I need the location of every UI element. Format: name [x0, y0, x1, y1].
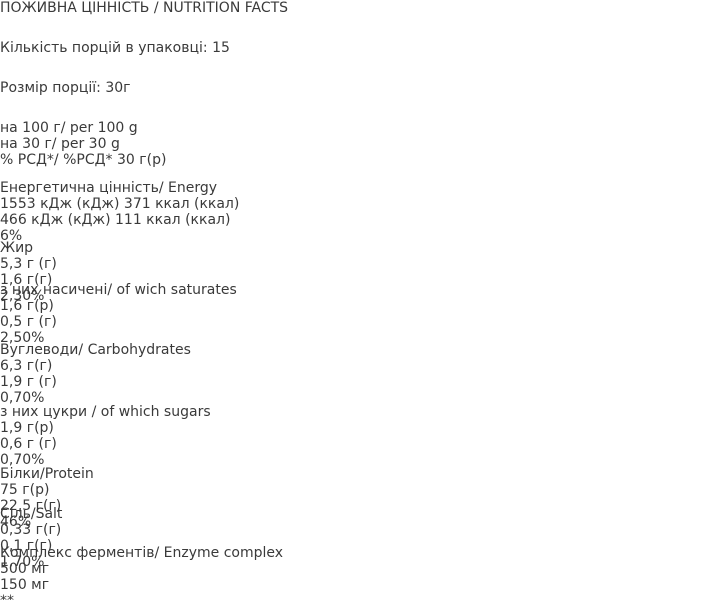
value-cell: 1,6 г(г): [0, 272, 53, 288]
value-cell: 1553 кДж (кДж) 371 ккал (ккал): [0, 196, 240, 212]
table-row: ПОЖИВНА ЦІННІСТЬ / NUTRITION FACTS: [0, 0, 716, 40]
value-cell: 75 г(р): [0, 482, 50, 498]
value-cell: 1,9 г(р): [0, 420, 54, 436]
table-row: з них цукри / of which sugars 1,9 г(р) 0,6…: [0, 404, 716, 468]
table-title: ПОЖИВНА ЦІННІСТЬ / NUTRITION FACTS: [0, 0, 289, 16]
value-cell: 0,33 г(г): [0, 522, 62, 538]
value-cell: 0,70%: [0, 452, 45, 468]
table-row: Комплекс ферментів/ Enzyme complex 500 мг…: [0, 545, 716, 600]
header-cell: на 100 г/ per 100 g: [0, 120, 138, 136]
value-cell: 0,5 г (г): [0, 314, 57, 330]
table-row: Жир 5,3 г (г) 1,6 г(г) 2,30%: [0, 240, 716, 304]
table-row: Розмір порції: 30г: [0, 80, 716, 120]
nutrient-name: з них цукри / of which sugars: [0, 404, 211, 420]
header-cell: % РСД*/ %РСД* 30 г(р): [0, 152, 167, 168]
value-cell: 22,5 г(г): [0, 498, 62, 514]
table-row: Білки/Protein 75 г(р) 22,5 г(г) 46%: [0, 466, 716, 530]
table-row: Вуглеводи/ Carbohydrates 6,3 г(г) 1,9 г (г…: [0, 342, 716, 406]
nutrient-name: Енергетична цінність/ Energy: [0, 180, 218, 196]
value-cell: 6,3 г(г): [0, 358, 53, 374]
table-row: Кількість порцій в упаковці: 15: [0, 40, 716, 80]
table-row: Сіль/Salt 0,33 г(г) 0,1 г(г) 1,70%: [0, 506, 716, 570]
table-row: на 100 г/ per 100 g на 30 г/ per 30 g% РС…: [0, 120, 716, 180]
value-cell: 0,6 г (г): [0, 436, 57, 452]
value-cell: 5,3 г (г): [0, 256, 57, 272]
serving-size-info: Розмір порції: 30г: [0, 80, 131, 96]
value-cell: 1,6 г(р): [0, 298, 54, 314]
value-cell: 1,70%: [0, 554, 45, 570]
value-cell: 6%: [0, 228, 23, 244]
value-cell: **: [0, 593, 716, 600]
value-cell: 500 мг: [0, 561, 50, 577]
nutrient-name: Білки/Protein: [0, 466, 94, 482]
value-cell: 466 кДж (кДж) 111 ккал (ккал): [0, 212, 231, 228]
nutrient-name: Вуглеводи/ Carbohydrates: [0, 342, 191, 358]
value-cell: 46%: [0, 514, 32, 530]
value-cell: 0,1 г(г): [0, 538, 53, 554]
table-row: з них насичені/ of wich saturates 1,6 г(р…: [0, 282, 716, 346]
servings-info: Кількість порцій в упаковці: 15: [0, 40, 230, 56]
nutrient-name: Жир: [0, 240, 34, 256]
value-cell: 150 мг: [0, 577, 50, 593]
table-row: Енергетична цінність/ Energy 1553 кДж (кД…: [0, 180, 716, 244]
nutrient-name: Сіль/Salt: [0, 506, 63, 522]
nutrient-name: з них насичені/ of wich saturates: [0, 282, 237, 298]
value-cell: 0,70%: [0, 390, 45, 406]
value-cell: 2,30%: [0, 288, 45, 304]
value-cell: 1,9 г (г): [0, 374, 57, 390]
header-cell: на 30 г/ per 30 g: [0, 136, 120, 152]
value-cell: 2,50%: [0, 330, 45, 346]
nutrient-name: Комплекс ферментів/ Enzyme complex: [0, 545, 284, 561]
